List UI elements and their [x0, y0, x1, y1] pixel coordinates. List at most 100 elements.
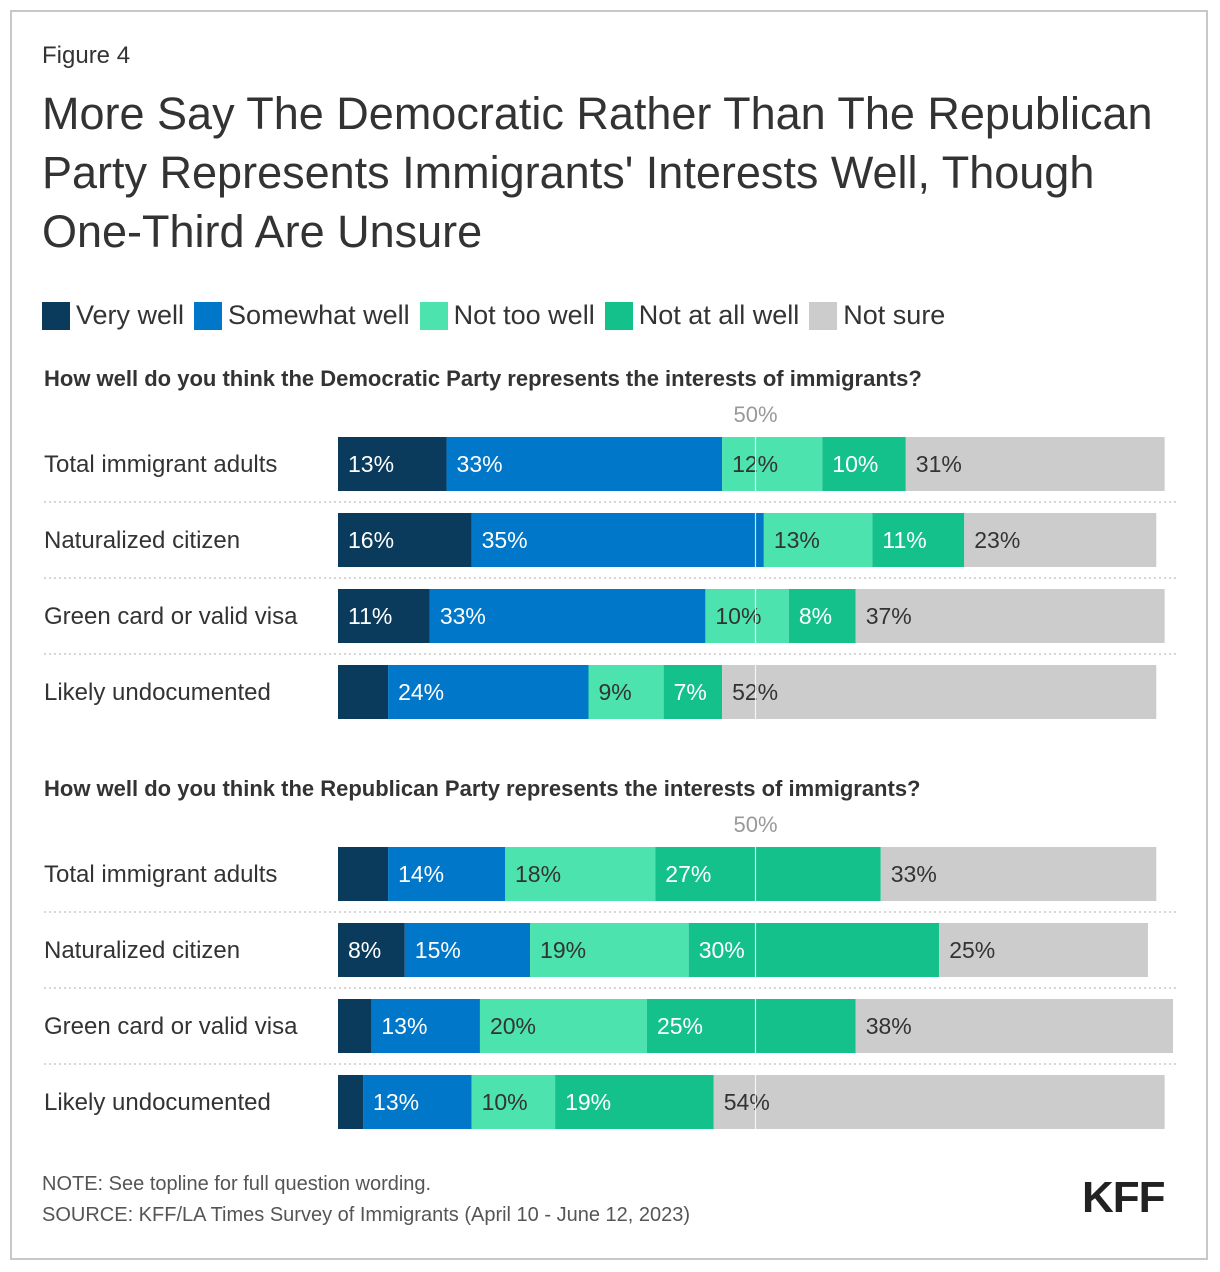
legend-swatch — [809, 301, 838, 330]
bar-segment-not-at-all-well — [688, 923, 940, 977]
data-label: 11% — [882, 527, 926, 553]
category-label-total-immigrant-adults: Total immigrant adults — [44, 451, 277, 478]
data-label: 10% — [832, 451, 878, 477]
data-label: 25% — [949, 937, 995, 963]
data-label: 8% — [799, 603, 832, 629]
bar-segment-somewhat-well — [388, 847, 505, 901]
bar-segment-very-well — [338, 1075, 364, 1129]
legend-item-not-at-all-well: Not at all well — [604, 300, 800, 331]
legend-item-very-well: Very well — [42, 300, 184, 331]
bar-segment-very-well — [338, 437, 447, 491]
data-label: 13% — [348, 451, 394, 477]
legend-label: Not sure — [843, 300, 946, 330]
bar-segment-not-too-well — [530, 923, 689, 977]
legend-label: Not at all well — [638, 300, 800, 330]
bar-segment-not-too-well — [505, 847, 656, 901]
bar-segment-very-well — [338, 923, 405, 977]
legend-label: Not too well — [453, 300, 595, 330]
bar-segment-very-well — [338, 665, 389, 719]
bar-segment-very-well — [338, 999, 372, 1053]
data-label: 37% — [866, 603, 912, 629]
category-label-likely-undocumented: Likely undocumented — [44, 1089, 271, 1116]
data-label: 10% — [715, 603, 761, 629]
bar-segment-not-sure — [855, 589, 1165, 643]
bar-segment-not-too-well — [722, 437, 823, 491]
data-label: 23% — [974, 527, 1020, 553]
bar-segment-not-at-all-well — [555, 1075, 714, 1129]
bar-segment-not-sure — [964, 513, 1157, 567]
bar-segment-very-well — [338, 847, 389, 901]
bar-segment-not-at-all-well — [663, 665, 723, 719]
data-label: 9% — [599, 679, 632, 705]
legend-label: Very well — [76, 300, 185, 330]
data-label: 10% — [482, 1089, 528, 1115]
panel-question: How well do you think the Republican Par… — [44, 776, 921, 801]
bar-segment-not-sure — [905, 437, 1165, 491]
bar-segment-not-too-well — [763, 513, 873, 567]
data-label: 33% — [891, 861, 937, 887]
bar-segment-somewhat-well — [388, 665, 589, 719]
category-label-naturalized-citizen: Naturalized citizen — [44, 527, 240, 554]
panel-question: How well do you think the Democratic Par… — [44, 366, 922, 391]
bar-segment-not-sure — [713, 1075, 1165, 1129]
category-label-total-immigrant-adults: Total immigrant adults — [44, 861, 277, 888]
data-label: 25% — [657, 1013, 703, 1039]
data-label: 30% — [699, 937, 745, 963]
data-label: 16% — [348, 527, 394, 553]
bar-segment-not-sure — [939, 923, 1148, 977]
legend-swatch — [604, 301, 633, 330]
data-label: 33% — [457, 451, 503, 477]
data-label: 15% — [415, 937, 461, 963]
bar-segment-not-too-well — [479, 999, 647, 1053]
legend-swatch — [194, 301, 223, 330]
data-label: 11% — [348, 603, 392, 629]
bar-segment-not-at-all-well — [788, 589, 856, 643]
bar-segment-not-at-all-well — [646, 999, 856, 1053]
category-label-green-card-or-valid-visa: Green card or valid visa — [44, 603, 298, 630]
bar-segment-not-too-well — [471, 1075, 556, 1129]
bar-segment-somewhat-well — [471, 513, 764, 567]
figure-label: Figure 4 — [42, 42, 131, 69]
bar-segment-not-at-all-well — [655, 847, 881, 901]
bar-segment-somewhat-well — [429, 589, 706, 643]
data-label: 8% — [348, 937, 381, 963]
category-label-naturalized-citizen: Naturalized citizen — [44, 937, 240, 964]
kff-logo: KFF — [1082, 1173, 1166, 1222]
data-label: 54% — [724, 1089, 770, 1115]
category-label-green-card-or-valid-visa: Green card or valid visa — [44, 1013, 298, 1040]
bar-segment-not-too-well — [588, 665, 664, 719]
data-label: 24% — [398, 679, 444, 705]
legend-item-not-sure: Not sure — [809, 300, 945, 331]
reference-label: 50% — [733, 402, 777, 427]
data-label: 19% — [565, 1089, 611, 1115]
data-label: 13% — [373, 1089, 419, 1115]
reference-label: 50% — [733, 812, 777, 837]
bar-segment-very-well — [338, 589, 430, 643]
bar-segment-somewhat-well — [446, 437, 723, 491]
data-label: 20% — [490, 1013, 536, 1039]
bar-segment-not-at-all-well — [872, 513, 965, 567]
legend-item-somewhat-well: Somewhat well — [194, 300, 410, 331]
legend-label: Somewhat well — [228, 300, 410, 330]
data-label: 14% — [398, 861, 444, 887]
data-label: 35% — [482, 527, 528, 553]
bar-segment-somewhat-well — [363, 1075, 472, 1129]
bar-segment-not-sure — [880, 847, 1157, 901]
footnote-source: SOURCE: KFF/LA Times Survey of Immigrant… — [42, 1204, 691, 1226]
data-label: 27% — [665, 861, 711, 887]
bar-segment-not-sure — [722, 665, 1157, 719]
data-label: 33% — [440, 603, 486, 629]
category-label-likely-undocumented: Likely undocumented — [44, 679, 271, 706]
data-label: 13% — [774, 527, 820, 553]
data-label: 31% — [916, 451, 962, 477]
bar-segment-very-well — [338, 513, 472, 567]
data-label: 18% — [515, 861, 561, 887]
bar-segment-not-too-well — [705, 589, 789, 643]
legend: Very well Somewhat well Not too well Not… — [42, 300, 955, 331]
bar-segment-somewhat-well — [404, 923, 531, 977]
bar-segment-not-sure — [855, 999, 1173, 1053]
data-label: 13% — [381, 1013, 427, 1039]
legend-swatch — [419, 301, 448, 330]
data-label: 7% — [674, 679, 707, 705]
